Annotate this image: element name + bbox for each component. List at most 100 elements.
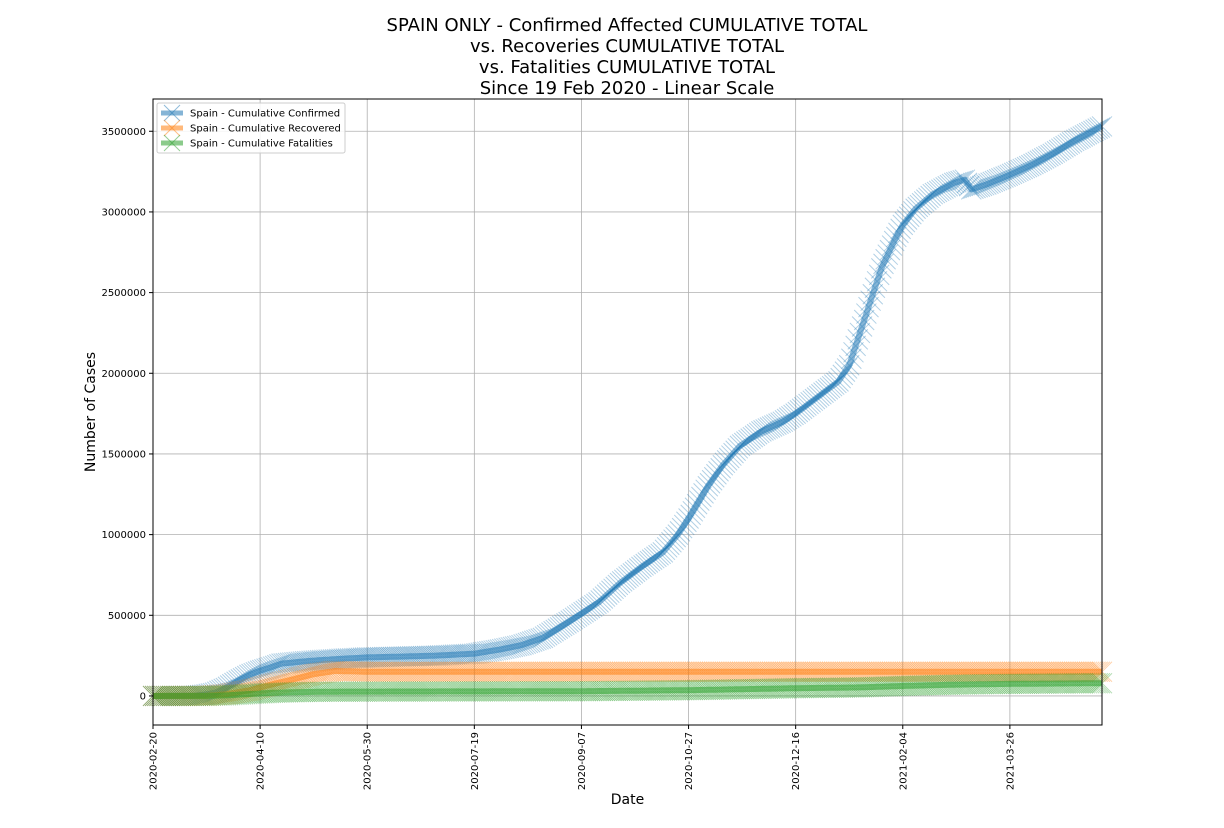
data-point (1033, 661, 1055, 683)
data-point (491, 680, 513, 702)
data-point (628, 558, 650, 579)
legend-box (156, 102, 346, 154)
data-point (335, 660, 357, 682)
data-point (1072, 672, 1094, 694)
data-point (429, 645, 451, 666)
data-point (369, 661, 391, 683)
data-point (168, 685, 190, 707)
data-point (860, 661, 881, 683)
data-point (251, 682, 273, 704)
data-point (1008, 673, 1029, 695)
data-point (592, 588, 614, 609)
data-point (697, 679, 719, 701)
data-point (819, 677, 841, 699)
data-point (451, 643, 472, 665)
data-point (436, 661, 457, 683)
data-point (768, 661, 789, 683)
data-point (314, 649, 335, 671)
plot-frame (152, 98, 1103, 726)
data-point (725, 440, 747, 462)
data-point (798, 677, 819, 699)
data-point (174, 685, 196, 707)
data-point (609, 572, 631, 594)
data-point (881, 661, 903, 683)
data-point (393, 661, 414, 683)
data-point (815, 380, 837, 402)
data-point (356, 661, 378, 683)
data-point (271, 671, 292, 693)
data-point (864, 661, 886, 683)
data-point (275, 682, 297, 703)
data-point (286, 651, 307, 673)
data-point (975, 673, 997, 695)
data-point (245, 661, 267, 683)
data-point (374, 646, 395, 668)
data-point (663, 661, 684, 683)
data-point (455, 681, 477, 702)
data-point (421, 681, 442, 702)
data-point (601, 661, 622, 683)
data-point (721, 445, 742, 466)
data-point (1061, 673, 1083, 694)
data-point (635, 680, 657, 701)
data-point (667, 524, 689, 545)
data-point (498, 661, 519, 683)
data-point (864, 676, 886, 698)
data-point (890, 675, 911, 697)
data-point (877, 676, 899, 697)
data-point (438, 661, 459, 683)
title-line: SPAIN ONLY - Confirmed Affected CUMULATI… (387, 15, 868, 36)
data-point (890, 218, 911, 240)
data-point (547, 618, 569, 639)
data-point (307, 663, 329, 684)
data-point (466, 642, 487, 664)
data-point (862, 661, 884, 683)
data-point (573, 661, 594, 683)
data-point (322, 681, 344, 703)
data-point (1055, 135, 1076, 157)
data-point (1040, 144, 1061, 166)
data-point (463, 681, 485, 702)
data-point (344, 681, 365, 702)
data-point (748, 661, 770, 683)
data-point (626, 559, 648, 581)
data-point (547, 661, 569, 683)
data-point (729, 435, 751, 457)
data-point (778, 677, 800, 699)
data-point (787, 677, 809, 699)
data-point (990, 167, 1012, 189)
data-point (832, 661, 854, 683)
data-point (763, 678, 785, 699)
data-point (271, 682, 292, 703)
data-point (530, 680, 552, 702)
data-point (967, 673, 989, 695)
data-point (581, 661, 603, 683)
data-point (558, 611, 579, 633)
data-point (1055, 673, 1076, 694)
data-point (348, 647, 370, 669)
data-point (971, 673, 993, 695)
data-point (545, 661, 567, 683)
data-point (787, 401, 809, 423)
data-point (256, 682, 277, 704)
data-point (502, 680, 524, 702)
data-point (221, 684, 243, 706)
data-point (384, 646, 406, 668)
data-point (909, 661, 931, 683)
data-point (856, 661, 877, 683)
data-point (900, 661, 922, 683)
data-point (729, 678, 751, 700)
data-point (969, 176, 991, 197)
data-point (547, 680, 569, 702)
data-point (339, 660, 361, 682)
data-point (575, 661, 597, 683)
data-point (382, 646, 404, 668)
data-point (965, 674, 986, 695)
data-point (571, 661, 592, 683)
data-point (1078, 672, 1100, 694)
data-point (768, 678, 789, 699)
data-point (241, 663, 262, 685)
data-point (376, 681, 397, 702)
data-point (410, 661, 432, 683)
data-point (1023, 153, 1044, 175)
